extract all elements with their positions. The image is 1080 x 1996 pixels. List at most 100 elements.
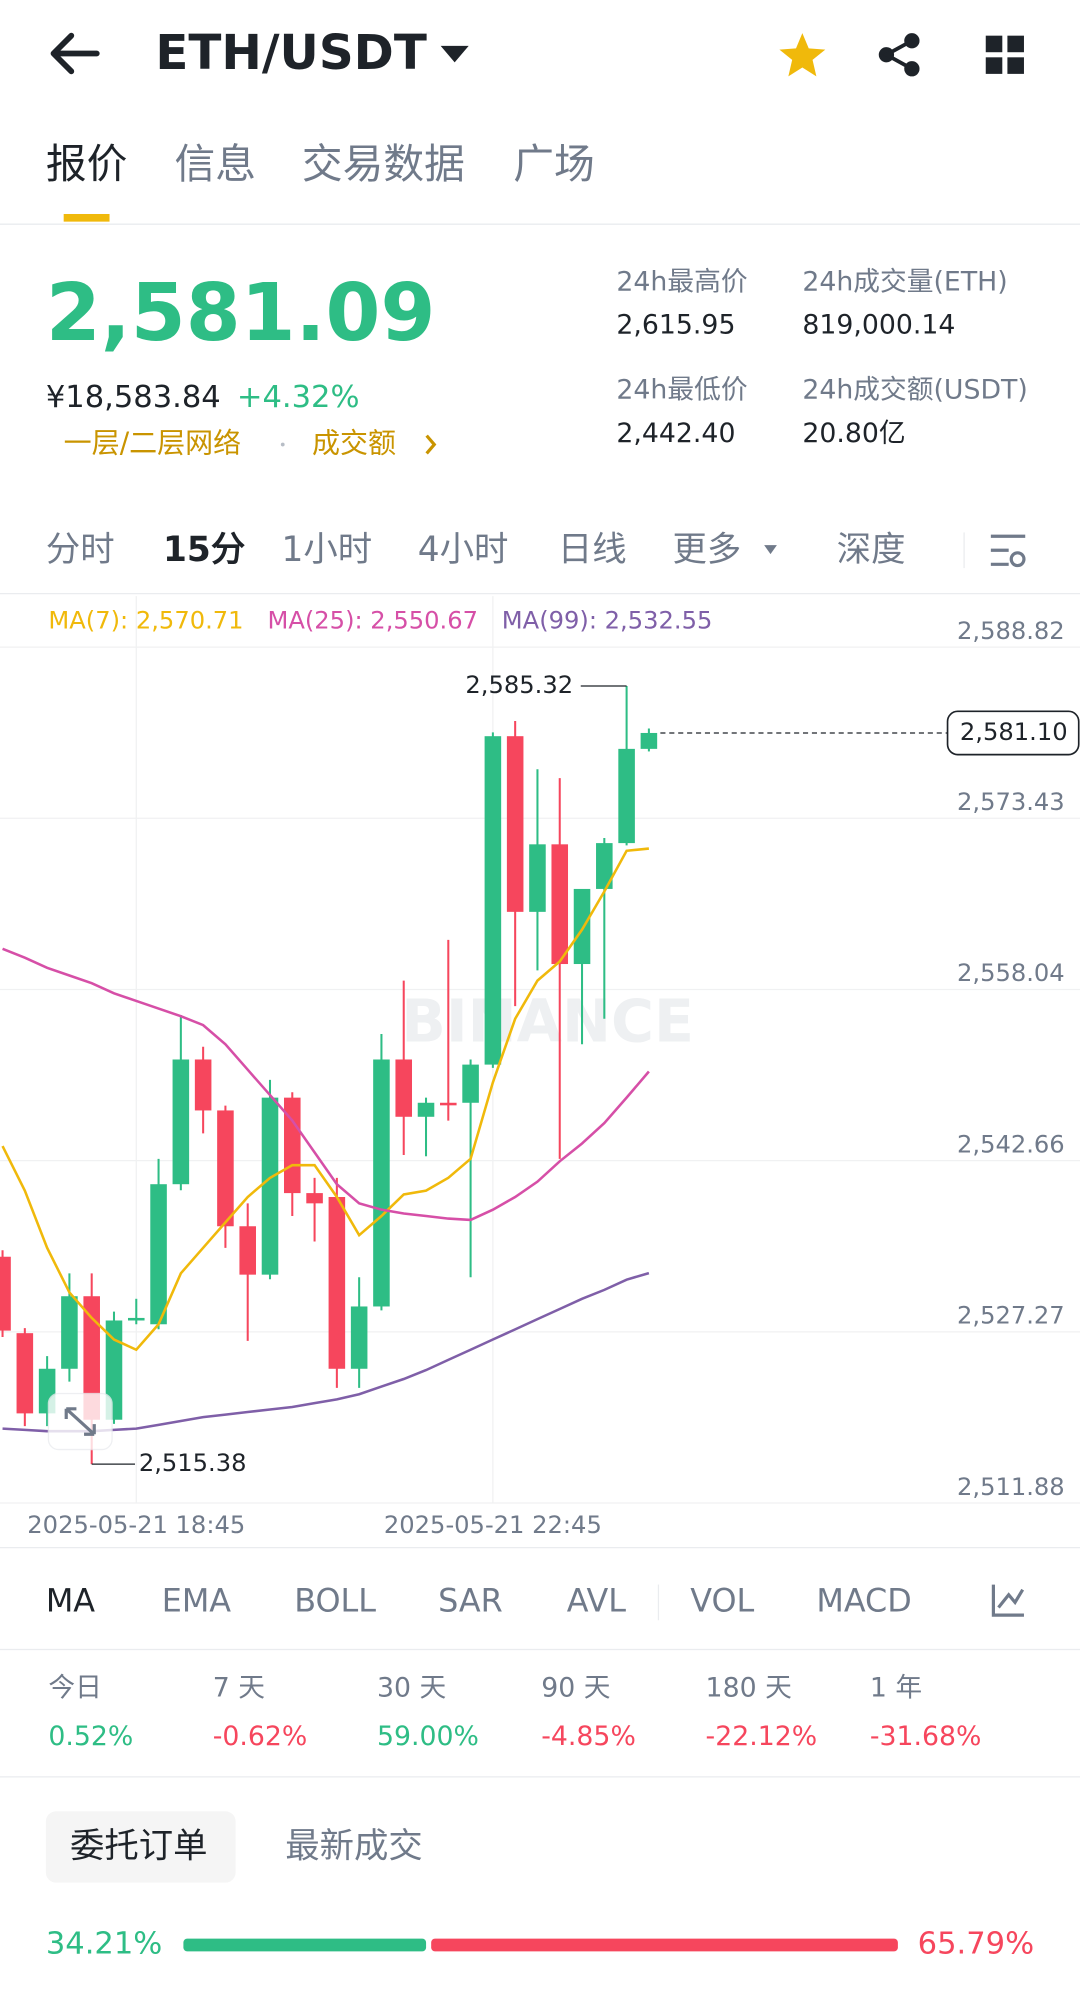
candle-body [350,1306,368,1369]
indicator-tab[interactable]: EMA [162,1581,232,1619]
indicator-settings[interactable] [991,1584,1025,1617]
indicator-tab[interactable]: AVL [567,1581,627,1619]
order-tab[interactable]: 委托订单 [70,1827,207,1867]
chevron [425,434,437,455]
candle-body [0,1256,11,1331]
period-change: -31.68% [870,1721,982,1752]
candle-body [83,1296,100,1420]
y-tick-label: 2,527.27 [957,1302,1065,1330]
indicator-tab[interactable]: MA [46,1581,95,1619]
period-change: -22.12% [706,1721,818,1752]
candle-body [640,732,658,749]
stat-label: 24h成交量(ETH) [802,266,1007,297]
separator [280,442,285,447]
period-label: 今日 [48,1673,101,1704]
ma-legend-value: 2,550.67 [370,607,478,635]
x-tick-label: 2025-05-21 18:45 [27,1511,245,1539]
back-button[interactable] [50,32,100,75]
candle-body [596,843,613,889]
candle-body [261,1097,279,1275]
ma-legend-value: 2,570.71 [136,607,244,635]
candle-body [172,1059,190,1185]
high-label: 2,585.32 [465,671,573,699]
ma-legend: MA(99): 2,532.55 [502,607,713,635]
interval-tab[interactable]: 15分 [163,530,245,570]
pair-title[interactable]: ETH/USDT [155,25,426,81]
chart-settings[interactable] [990,534,1026,568]
candle-body [328,1196,346,1369]
interval-tab[interactable]: 更多 [672,530,741,570]
indicator-tab[interactable]: BOLL [294,1581,376,1619]
cny-price: ¥18,583.84 [46,380,221,415]
order-tab-bg [45,1811,236,1883]
tab[interactable]: 报价 [46,140,128,188]
ma-legend-name: MA(25): [267,607,362,635]
indicator-tab[interactable]: VOL [690,1581,754,1619]
period-label: 30 天 [377,1673,446,1704]
tag-link[interactable]: 一层/二层网络 [64,427,242,460]
layout-button[interactable] [985,35,1024,74]
interval-tab[interactable]: 4小时 [418,530,509,570]
pair-dropdown[interactable] [440,45,469,63]
candle-body [506,736,524,912]
stat-label: 24h成交额(USDT) [802,375,1027,406]
period-change: 59.00% [377,1721,479,1752]
expand-icon [64,1407,96,1436]
candle-body [618,748,635,844]
watermark: BINANCE [401,987,694,1055]
candle-body [484,736,502,1065]
last-price-box [946,710,1080,756]
stat-value: 2,442.40 [616,418,735,449]
y-tick-label: 2,573.43 [957,788,1065,816]
candle-body [127,1317,145,1321]
candle-body [239,1226,256,1275]
stat-value: 2,615.95 [616,310,735,341]
period-label: 7 天 [213,1673,265,1704]
candle-body [551,844,569,965]
ma-legend-value: 2,532.55 [605,607,713,635]
interval-tab[interactable]: 深度 [837,530,906,570]
indicator-tab[interactable]: SAR [438,1581,503,1619]
interval-tab[interactable]: 日线 [558,530,627,570]
stat-label: 24h最低价 [616,375,747,406]
period-change: 0.52% [48,1721,133,1752]
interval-tab[interactable]: 分时 [46,530,115,570]
candle-body [217,1110,234,1227]
favorite-star[interactable] [779,33,826,77]
low-label: 2,515.38 [139,1449,247,1477]
period-change: -0.62% [213,1721,308,1752]
buy-ratio: 34.21% [46,1927,162,1962]
ma-legend-name: MA(7): [48,607,128,635]
tab[interactable]: 交易数据 [302,140,465,188]
ma-legend-name: MA(99): [502,607,597,635]
order-tab[interactable]: 最新成交 [285,1827,422,1867]
y-tick-label: 2,558.04 [957,959,1065,987]
last-price: 2,581.09 [46,267,436,359]
change-percent: +4.32% [237,380,360,415]
ma-legend: MA(7): 2,570.71 [48,607,243,635]
indicator-tab[interactable]: MACD [816,1581,911,1619]
more-dropdown[interactable] [764,545,777,555]
candle-body [529,844,546,912]
candle-body [395,1059,413,1117]
ma-line [2,947,650,1222]
x-tick-label: 2025-05-21 22:45 [384,1511,602,1539]
tab[interactable]: 信息 [174,140,256,188]
candle-body [373,1059,390,1307]
candle-body [306,1193,323,1204]
share-button[interactable] [878,33,920,77]
tab[interactable]: 广场 [513,140,595,188]
candle-body [462,1064,479,1103]
tag-link[interactable]: 成交额 [312,427,396,460]
sell-ratio: 65.79% [918,1927,1034,1962]
period-change: -4.85% [541,1721,636,1752]
ma-line [1,847,650,1352]
candle-body [284,1097,301,1194]
candle-body [105,1320,123,1420]
sell-bar [431,1938,898,1952]
interval-tab[interactable]: 1小时 [281,530,372,570]
period-label: 180 天 [706,1673,792,1704]
candle-body [417,1102,435,1117]
ma-legend: MA(25): 2,550.67 [267,607,478,635]
